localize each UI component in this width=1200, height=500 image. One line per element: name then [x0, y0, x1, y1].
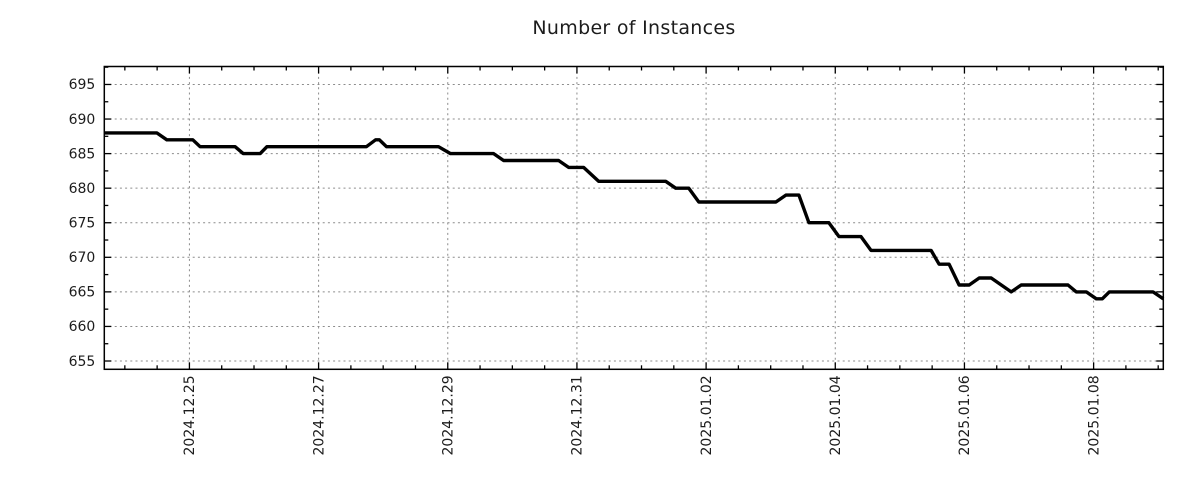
x-axis-tick-label: 2025.01.06 — [957, 375, 973, 455]
plot-frame — [103, 65, 1165, 371]
x-axis-tick-label: 2025.01.08 — [1086, 375, 1102, 455]
x-axis-tick-label: 2024.12.27 — [311, 375, 327, 455]
y-axis-tick-label: 690 — [69, 112, 96, 128]
x-axis-tick-label: 2024.12.29 — [441, 375, 457, 455]
y-axis-tick-label: 680 — [69, 181, 96, 197]
x-axis-tick-label: 2024.12.31 — [570, 375, 586, 455]
x-axis-tick-label: 2025.01.04 — [828, 375, 844, 455]
y-axis-tick-label: 655 — [69, 354, 96, 370]
y-axis-tick-label: 675 — [69, 215, 96, 231]
x-axis-tick-label: 2025.01.02 — [699, 375, 715, 455]
y-axis-tick-label: 665 — [69, 285, 96, 301]
x-axis-tick-label: 2024.12.25 — [182, 375, 198, 455]
y-axis-tick-label: 660 — [69, 319, 96, 335]
data-series-line — [104, 131, 1165, 301]
chart-title: Number of Instances — [532, 17, 736, 39]
y-axis-tick-label: 685 — [69, 146, 96, 162]
y-axis-tick-label: 670 — [69, 250, 96, 266]
y-axis-tick-label: 695 — [69, 77, 96, 93]
